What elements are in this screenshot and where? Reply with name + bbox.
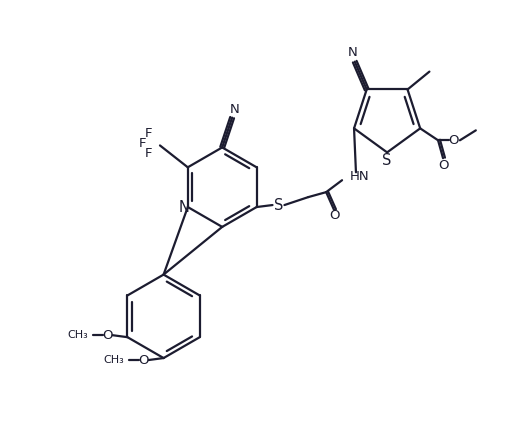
Text: O: O (329, 210, 339, 222)
Text: S: S (382, 153, 392, 168)
Text: O: O (103, 329, 113, 342)
Text: O: O (438, 159, 448, 172)
Text: F: F (144, 147, 152, 160)
Text: N: N (348, 46, 358, 59)
Text: CH₃: CH₃ (67, 330, 88, 340)
Text: HN: HN (350, 170, 370, 183)
Text: O: O (138, 354, 149, 366)
Text: F: F (144, 127, 152, 140)
Text: S: S (274, 198, 283, 212)
Text: N: N (230, 103, 240, 116)
Text: O: O (449, 134, 459, 147)
Text: N: N (178, 199, 189, 215)
Text: CH₃: CH₃ (103, 355, 124, 365)
Text: F: F (138, 137, 146, 150)
